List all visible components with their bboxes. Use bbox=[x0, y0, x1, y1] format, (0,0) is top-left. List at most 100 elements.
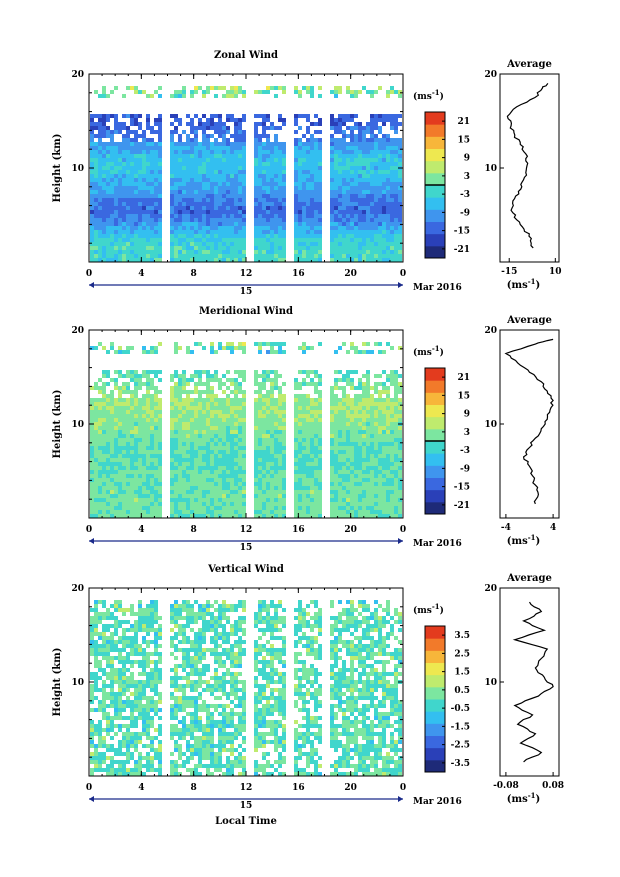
y-tick-label: 10 bbox=[71, 420, 84, 430]
chart-title: Meridional Wind bbox=[199, 306, 293, 317]
average-frame bbox=[500, 588, 559, 776]
average-y-tick-label: 10 bbox=[484, 164, 497, 174]
x-tick-label: 0 bbox=[400, 525, 406, 535]
month-label: Mar 2016 bbox=[413, 539, 462, 549]
average-title: Average bbox=[506, 59, 552, 70]
x-tick-label: 12 bbox=[240, 783, 253, 793]
colorbar-tick-label: 1.5 bbox=[454, 668, 470, 678]
month-label: Mar 2016 bbox=[413, 797, 462, 807]
colorbar: (ms-1)3.52.51.50.5-0.5-1.5-2.5-3.5 bbox=[413, 602, 470, 773]
average-x-tick-label: -0.08 bbox=[493, 781, 519, 791]
average-y-tick-label: 20 bbox=[484, 326, 497, 336]
average-profile-line bbox=[507, 83, 548, 248]
y-tick-label: 20 bbox=[71, 70, 84, 80]
average-profile-line bbox=[506, 339, 553, 504]
colorbar-tick-label: -21 bbox=[454, 245, 470, 255]
colorbar-tick-label: 3 bbox=[464, 428, 470, 438]
average-panel: Average 20 10 -0.08 0.08(ms-1) bbox=[484, 573, 564, 805]
y-tick-label: 10 bbox=[71, 678, 84, 688]
average-y-tick-label: 10 bbox=[484, 420, 497, 430]
average-x-label: (ms-1) bbox=[507, 533, 540, 547]
date-label: 15 bbox=[240, 543, 253, 553]
average-y-tick-label: 10 bbox=[484, 678, 497, 688]
average-y-tick-label: 20 bbox=[484, 70, 497, 80]
average-x-label: (ms-1) bbox=[507, 791, 540, 805]
y-axis-label: Height (km) bbox=[52, 134, 63, 203]
colorbar-tick-label: -15 bbox=[454, 483, 470, 493]
colorbar-tick-label: -1.5 bbox=[451, 722, 470, 732]
colorbar-tick-label: 21 bbox=[457, 373, 470, 383]
average-panel: Average 20 10 -15 10 (ms-1) bbox=[484, 59, 561, 291]
x-tick-label: 16 bbox=[292, 525, 305, 535]
x-tick-label: 16 bbox=[292, 783, 305, 793]
date-bar-arrow-right bbox=[398, 538, 403, 544]
colorbar-tick-label: 21 bbox=[457, 117, 470, 127]
date-bar-arrow-left bbox=[89, 282, 94, 288]
heatmap-cells bbox=[90, 86, 402, 262]
colorbar-tick-label: -9 bbox=[460, 208, 470, 218]
x-tick-label: 4 bbox=[138, 783, 144, 793]
x-tick-label: 12 bbox=[240, 525, 253, 535]
x-tick-label: 0 bbox=[86, 783, 92, 793]
date-bar-arrow-left bbox=[89, 796, 94, 802]
x-tick-label: 20 bbox=[344, 269, 357, 279]
colorbar-tick-label: 3 bbox=[464, 172, 470, 182]
average-y-tick-label: 20 bbox=[484, 584, 497, 594]
average-frame bbox=[500, 330, 559, 518]
y-tick-label: 20 bbox=[71, 326, 84, 336]
chart-title: Zonal Wind bbox=[214, 50, 278, 61]
colorbar-tick-label: 0.5 bbox=[454, 686, 470, 696]
x-tick-label: 0 bbox=[400, 783, 406, 793]
average-x-label: (ms-1) bbox=[507, 277, 540, 291]
colorbar-tick-label: -0.5 bbox=[451, 704, 470, 714]
colorbar-tick-label: 15 bbox=[457, 391, 470, 401]
x-axis-label: Local Time bbox=[215, 816, 277, 827]
date-bar-arrow-left bbox=[89, 538, 94, 544]
colorbar-tick-label: -15 bbox=[454, 227, 470, 237]
colorbar-tick-label: 15 bbox=[457, 135, 470, 145]
chart-title: Vertical Wind bbox=[207, 564, 284, 575]
colorbar-tick-label: -3 bbox=[460, 190, 470, 200]
colorbar-tick-label: -3 bbox=[460, 446, 470, 456]
date-label: 15 bbox=[240, 287, 253, 297]
colorbar-unit: (ms-1) bbox=[413, 602, 444, 616]
colorbar-tick-label: -2.5 bbox=[451, 741, 470, 751]
y-tick-label: 10 bbox=[71, 164, 84, 174]
x-tick-label: 12 bbox=[240, 269, 253, 279]
heatmap-cells bbox=[90, 600, 402, 776]
colorbar-unit: (ms-1) bbox=[413, 88, 444, 102]
average-x-tick-label: 0.08 bbox=[542, 781, 564, 791]
x-tick-label: 8 bbox=[191, 269, 197, 279]
colorbar-tick-label: 3.5 bbox=[454, 631, 470, 641]
colorbar-tick-label: -21 bbox=[454, 501, 470, 511]
average-x-tick-label: 4 bbox=[550, 523, 556, 533]
average-x-tick-label: 10 bbox=[549, 267, 562, 277]
y-tick-label: 20 bbox=[71, 584, 84, 594]
date-bar-arrow-right bbox=[398, 282, 403, 288]
date-label: 15 bbox=[240, 801, 253, 811]
heatmap-cells bbox=[90, 342, 402, 518]
x-tick-label: 8 bbox=[191, 783, 197, 793]
y-axis-label: Height (km) bbox=[52, 648, 63, 717]
average-title: Average bbox=[506, 573, 552, 584]
x-tick-label: 0 bbox=[86, 269, 92, 279]
panel-2: Vertical Wind 20 10 Height (km) 0 4 8 12 16 20 0 15… bbox=[52, 564, 564, 827]
x-tick-label: 20 bbox=[344, 525, 357, 535]
y-axis-label: Height (km) bbox=[52, 390, 63, 459]
x-tick-label: 20 bbox=[344, 783, 357, 793]
colorbar-tick-label: 9 bbox=[464, 410, 470, 420]
x-tick-label: 4 bbox=[138, 525, 144, 535]
x-tick-label: 0 bbox=[86, 525, 92, 535]
month-label: Mar 2016 bbox=[413, 283, 462, 293]
average-x-tick-label: -4 bbox=[501, 523, 511, 533]
colorbar-unit: (ms-1) bbox=[413, 344, 444, 358]
average-profile-line bbox=[515, 602, 553, 762]
colorbar-tick-label: 9 bbox=[464, 154, 470, 164]
colorbar: (ms-1) 21 15 9 3 -3 -9 -15 -21 bbox=[413, 88, 470, 259]
average-x-tick-label: -15 bbox=[501, 267, 517, 277]
